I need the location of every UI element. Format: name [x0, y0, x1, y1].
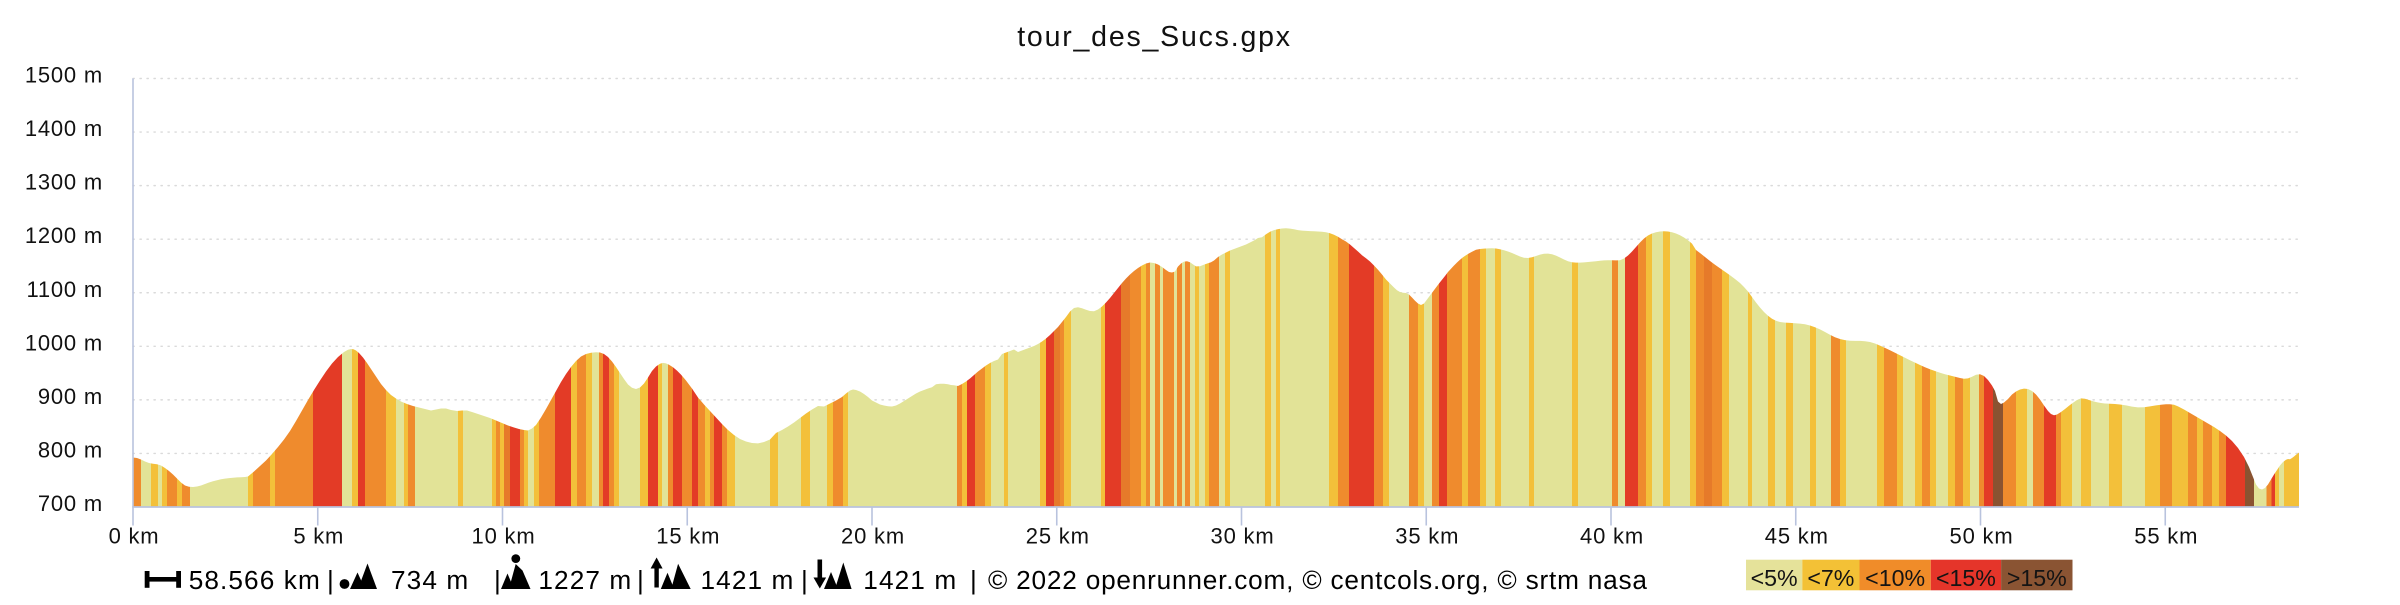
svg-text:1500 m: 1500 m	[25, 63, 103, 88]
svg-text:58.566 km: 58.566 km	[189, 565, 321, 595]
svg-text:1421 m: 1421 m	[863, 565, 957, 595]
svg-text:5 km: 5 km	[293, 524, 344, 549]
svg-text:tour_des_Sucs.gpx: tour_des_Sucs.gpx	[1017, 21, 1292, 53]
svg-text:0 km: 0 km	[109, 524, 160, 549]
svg-text:55 km: 55 km	[2134, 524, 2198, 549]
svg-text:1200 m: 1200 m	[25, 223, 103, 248]
svg-text:1400 m: 1400 m	[25, 116, 103, 141]
svg-text:50 km: 50 km	[1950, 524, 2014, 549]
svg-text:900 m: 900 m	[38, 384, 103, 409]
svg-text:1300 m: 1300 m	[25, 170, 103, 195]
svg-text:25 km: 25 km	[1026, 524, 1090, 549]
svg-text:40 km: 40 km	[1580, 524, 1644, 549]
svg-text:<15%: <15%	[1936, 565, 1996, 591]
svg-text:|: |	[327, 565, 335, 595]
svg-text:|: |	[970, 565, 978, 595]
svg-text:15 km: 15 km	[656, 524, 720, 549]
svg-text:1100 m: 1100 m	[26, 277, 103, 302]
svg-text:800 m: 800 m	[38, 437, 103, 462]
svg-text:1000 m: 1000 m	[25, 330, 103, 355]
svg-text:734 m: 734 m	[391, 565, 469, 595]
svg-text:45 km: 45 km	[1765, 524, 1829, 549]
svg-text:|: |	[637, 565, 645, 595]
svg-text:<5%: <5%	[1751, 565, 1798, 591]
svg-text:1227 m: 1227 m	[538, 565, 632, 595]
svg-text:|: |	[494, 565, 502, 595]
svg-text:>15%: >15%	[2007, 565, 2067, 591]
svg-text:10 km: 10 km	[472, 524, 536, 549]
svg-text:700 m: 700 m	[38, 491, 103, 516]
svg-text:30 km: 30 km	[1211, 524, 1275, 549]
svg-text:20 km: 20 km	[841, 524, 905, 549]
svg-text:35 km: 35 km	[1395, 524, 1459, 549]
svg-text:1421 m: 1421 m	[701, 565, 795, 595]
svg-text:<10%: <10%	[1865, 565, 1925, 591]
svg-text:<7%: <7%	[1807, 565, 1854, 591]
svg-text:|: |	[801, 565, 809, 595]
svg-text:© 2022 openrunner.com, © centc: © 2022 openrunner.com, © centcols.org, ©…	[988, 565, 1648, 595]
